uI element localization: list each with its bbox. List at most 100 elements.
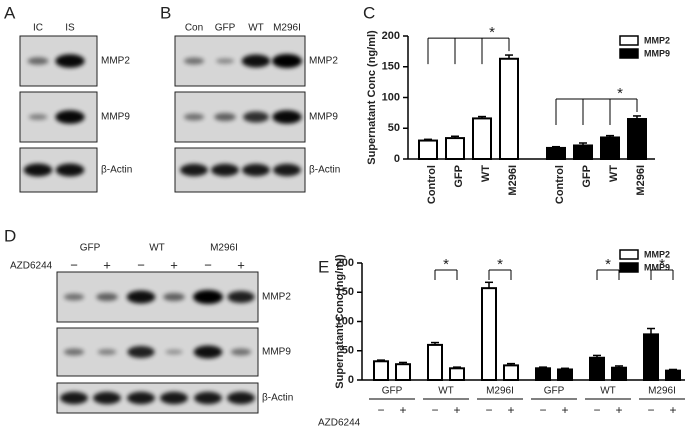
panel-letter: E [318,257,329,276]
y-tick-label: 100 [336,315,354,327]
treatment-state: + [103,257,111,272]
treatment-state: + [237,257,245,272]
y-tick-label: 200 [336,257,354,269]
bar [573,144,593,161]
blot-band [180,163,208,177]
blot-band [127,346,155,358]
blot-band [227,391,255,405]
blot-band [214,113,236,121]
blot-band [273,163,301,177]
y-tick-label: 0 [394,153,400,165]
group-label: GFP [382,386,403,397]
legend-label: MMP9 [644,48,670,58]
group-label: WT [438,386,454,397]
blot-band [96,293,118,301]
y-tick-label: 200 [382,30,400,42]
treatment-state: − [137,257,145,272]
bar [627,118,647,160]
bar [589,356,605,381]
x-tick-label: + [507,403,514,417]
lane-label: Con [185,23,203,34]
legend-label: MMP9 [644,262,670,272]
blot-band [126,290,156,304]
panel-letter: A [4,3,16,22]
y-tick-label: 100 [382,91,400,103]
row-label: MMP2 [101,56,130,67]
x-tick-label: + [561,403,568,417]
blot-band [160,391,188,405]
blot-band [127,391,155,405]
bar [665,369,681,382]
blot-band [93,391,121,405]
bar [472,117,492,161]
lane-label: GFP [215,23,236,34]
bar [445,137,465,160]
blot-band [97,349,117,355]
blot-band [60,391,88,405]
bar [418,139,438,161]
bar [481,287,497,381]
blot-band [163,293,185,301]
blot-band [241,54,271,68]
panel-letter: D [4,226,16,245]
significance-label: * [443,256,449,273]
panel-letter: B [160,3,171,22]
x-tick-label: Control [426,165,438,204]
bar [643,333,659,381]
panel-letter: C [363,3,375,22]
blot-panel [56,382,259,414]
bar [373,360,389,381]
row-label: MMP2 [262,292,291,303]
row-label: MMP9 [101,112,130,123]
lane-label: M296I [273,23,301,34]
x-tick-label: M296I [507,165,519,196]
x-tick-label: Control [554,165,566,204]
x-tick-label: − [485,403,492,417]
blot-band [193,290,223,304]
blot-band [243,111,269,123]
legend-swatch [619,249,639,260]
blot-band [242,163,270,177]
bar [546,146,566,160]
blot-panel [56,327,259,377]
blot-band [211,163,239,177]
row-label: β-Actin [309,165,340,176]
x-tick-label: M296I [635,165,647,196]
blot-band [272,54,302,68]
blot-band [183,113,205,121]
blot-band [55,110,85,124]
row-label: β-Actin [101,165,132,176]
row-label: MMP9 [309,112,338,123]
x-tick-label: GFP [453,165,465,188]
x-tick-label: − [539,403,546,417]
group-label: WT [149,243,165,254]
bar [427,343,443,381]
bar [499,57,519,161]
y-tick-label: 150 [382,61,400,73]
significance-label: * [497,256,503,273]
x-tick-label: + [399,403,406,417]
treatment-label: AZD6244 [10,261,53,272]
treatment-state: − [70,257,78,272]
y-tick-label: 50 [342,345,354,357]
x-tick-label: − [593,403,600,417]
x-tick-label: + [453,403,460,417]
x-tick-label: WT [608,165,620,182]
blot-band [165,349,183,355]
bar [535,367,551,381]
blot-band [230,348,252,356]
blot-band [272,110,302,124]
bar [503,364,519,381]
group-label: GFP [544,386,565,397]
group-label: M296I [648,386,676,397]
lane-label: IS [65,23,75,34]
row-label: MMP9 [262,347,291,358]
group-label: GFP [80,243,101,254]
blot-band [193,345,223,359]
blot-band [55,54,85,68]
lane-label: IC [33,23,43,34]
group-label: M296I [486,386,514,397]
x-axis-label: AZD6244 [318,418,361,429]
legend-label: MMP2 [644,249,670,259]
legend-swatch [619,35,639,46]
